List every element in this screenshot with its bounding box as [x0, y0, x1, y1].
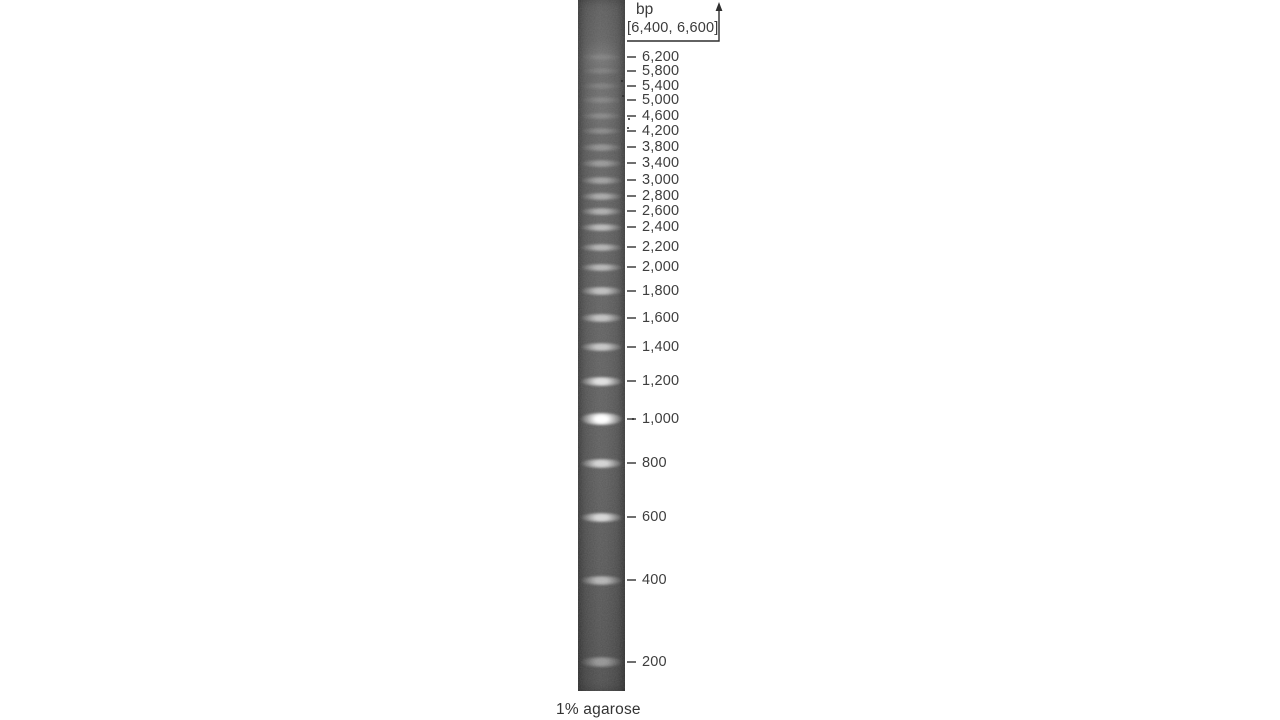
gel-band-2400 — [580, 223, 623, 231]
bp-label-200: 200 — [642, 654, 667, 670]
gel-band-1600 — [580, 314, 623, 322]
gel-band-600 — [580, 512, 623, 522]
bp-label-1600: 1,600 — [642, 310, 680, 326]
gel-band-2800 — [580, 192, 623, 200]
bp-label-2400: 2,400 — [642, 219, 680, 235]
tick-400 — [627, 579, 636, 581]
axis-unit-label: bp — [636, 1, 654, 18]
gel-band-6200 — [580, 54, 623, 60]
tick-2200 — [627, 246, 636, 248]
tick-600 — [627, 516, 636, 518]
bp-label-800: 800 — [642, 455, 667, 471]
gel-smear — [581, 75, 622, 135]
bp-label-2200: 2,200 — [642, 239, 680, 255]
tick-3000 — [627, 179, 636, 181]
gel-band-2200 — [580, 243, 623, 251]
gel-band-1400 — [580, 343, 623, 351]
gel-band-400 — [580, 575, 623, 585]
bp-label-2800: 2,800 — [642, 188, 680, 204]
gel-band-2000 — [580, 263, 623, 271]
bp-label-4600: 4,600 — [642, 108, 680, 124]
tick-1000 — [627, 418, 636, 420]
tick-800 — [627, 462, 636, 464]
bp-label-4200: 4,200 — [642, 123, 680, 139]
gel-band-4600 — [580, 113, 623, 119]
gel-caption: 1% agarose — [556, 701, 641, 718]
gel-band-200 — [580, 657, 623, 667]
gel-smear — [581, 41, 622, 75]
artifact-speck — [622, 95, 624, 97]
tick-5000 — [627, 99, 636, 101]
tick-4600 — [627, 115, 636, 117]
tick-2000 — [627, 266, 636, 268]
gel-band-1000 — [580, 413, 623, 425]
tick-1400 — [627, 346, 636, 348]
tick-2600 — [627, 210, 636, 212]
bp-label-400: 400 — [642, 572, 667, 588]
bp-label-1800: 1,800 — [642, 283, 680, 299]
tick-1200 — [627, 380, 636, 382]
tick-2800 — [627, 195, 636, 197]
bp-label-3000: 3,000 — [642, 172, 680, 188]
gel-band-3800 — [580, 143, 623, 151]
range-bracket-arrow — [627, 2, 723, 42]
bp-label-2000: 2,000 — [642, 259, 680, 275]
artifact-speck — [621, 80, 623, 82]
tick-3400 — [627, 162, 636, 164]
gel-band-800 — [580, 458, 623, 468]
gel-lane — [578, 0, 625, 691]
bp-label-2600: 2,600 — [642, 203, 680, 219]
bp-label-3400: 3,400 — [642, 155, 680, 171]
tick-1600 — [627, 317, 636, 319]
gel-band-2600 — [580, 207, 623, 215]
gel-band-5800 — [580, 68, 623, 74]
gel-band-1800 — [580, 287, 623, 295]
bp-label-1200: 1,200 — [642, 373, 680, 389]
bp-label-5400: 5,400 — [642, 78, 680, 94]
bp-label-1000: 1,000 — [642, 411, 680, 427]
bp-label-600: 600 — [642, 509, 667, 525]
range-annotation: [6,400, 6,600] — [627, 20, 719, 36]
bp-label-3800: 3,800 — [642, 139, 680, 155]
tick-2400 — [627, 226, 636, 228]
gel-band-1200 — [580, 376, 623, 386]
gel-band-4200 — [580, 128, 623, 134]
gel-band-3000 — [580, 176, 623, 184]
gel-band-5000 — [580, 97, 623, 103]
tick-5800 — [627, 70, 636, 72]
gel-band-3400 — [580, 159, 623, 167]
tick-200 — [627, 661, 636, 663]
tick-3800 — [627, 146, 636, 148]
bp-label-5000: 5,000 — [642, 92, 680, 108]
artifact-speck — [632, 418, 634, 420]
tick-1800 — [627, 290, 636, 292]
artifact-speck — [627, 127, 629, 129]
tick-6200 — [627, 56, 636, 58]
gel-band-5400 — [580, 83, 623, 89]
bp-label-6200: 6,200 — [642, 49, 680, 65]
artifact-speck — [628, 118, 630, 120]
tick-5400 — [627, 85, 636, 87]
tick-4200 — [627, 130, 636, 132]
bp-label-1400: 1,400 — [642, 339, 680, 355]
bp-label-5800: 5,800 — [642, 63, 680, 79]
